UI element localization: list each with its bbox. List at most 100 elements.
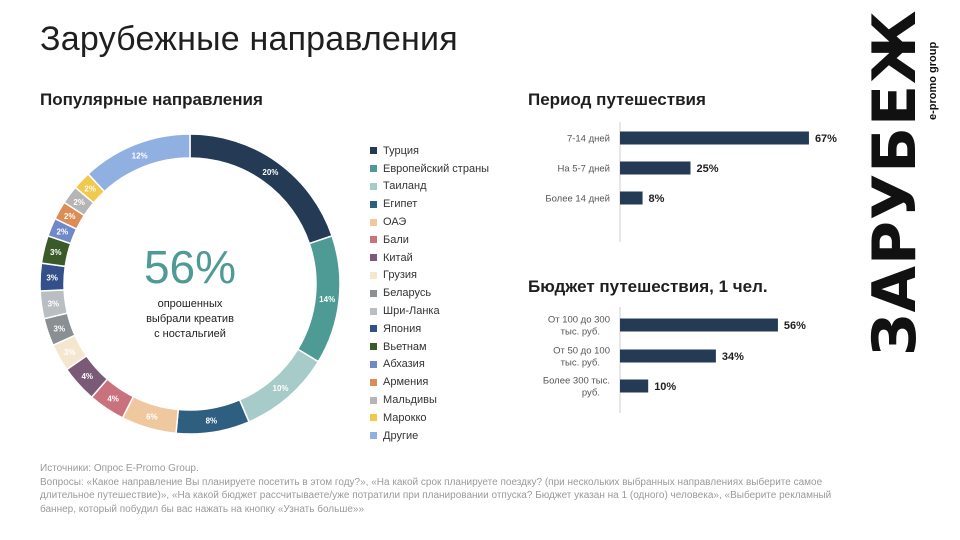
legend-item: Вьетнам (370, 338, 489, 356)
legend-item: Турция (370, 142, 489, 160)
legend-item: Абхазия (370, 356, 489, 374)
bar-category-label: На 5-7 дней (557, 164, 610, 175)
legend-label: Вьетнам (383, 340, 427, 353)
legend-label: Абхазия (383, 358, 425, 371)
legend-label: Таиланд (383, 180, 427, 193)
footer-source: Источники: Опрос E-Promo Group. (40, 463, 199, 474)
legend-label: Турция (383, 144, 419, 157)
donut-slice-label: 12% (132, 152, 148, 161)
legend-label: Марокко (383, 411, 427, 424)
donut-slice-label: 4% (107, 395, 119, 404)
legend-label: Египет (383, 198, 418, 211)
legend-swatch (370, 271, 377, 279)
donut-chart: 20% 14% 10% 8% 6% 4% 4% 3% 3% 3% 3% 3% 2% 2% 2% 2% 12% (40, 134, 340, 434)
legend-swatch (370, 414, 377, 422)
legend-swatch (370, 147, 377, 155)
donut-slice-label: 14% (319, 295, 335, 304)
center-value: 56% (143, 241, 237, 293)
legend-item: Беларусь (370, 284, 489, 302)
bar-category-label: От 100 до 300 тыс. руб. (548, 315, 610, 338)
footer-questions: Вопросы: «Какое направление Вы планирует… (40, 476, 832, 515)
budget-bar-chart: 56% От 100 до 300 тыс. руб. 34% От 50 до 100… (543, 307, 806, 413)
legend-label: Китай (383, 251, 413, 264)
legend-item: Египет (370, 195, 489, 213)
center-caption-line: опрошенных (157, 298, 223, 310)
center-caption: опрошенных выбрали креатив с ностальгией (110, 297, 270, 342)
bar (620, 131, 809, 145)
center-caption-line: выбрали креатив (146, 313, 234, 325)
bar-category-label: От 50 до 100 тыс. руб. (553, 346, 610, 369)
bar-value-label: 8% (649, 193, 665, 205)
bar-value-label: 25% (697, 163, 719, 175)
legend-label: Шри-Ланка (383, 305, 440, 318)
donut-slice-label: 2% (84, 185, 96, 194)
donut-slice-label: 8% (206, 416, 218, 425)
legend-swatch (370, 432, 377, 440)
legend-label: Япония (383, 322, 422, 335)
donut-slice-label: 3% (64, 348, 76, 357)
bar-value-label: 10% (654, 381, 676, 393)
bar-category-label: Более 300 тыс. руб. (543, 376, 610, 399)
legend-swatch (370, 360, 377, 368)
legend-item: Европейский страны (370, 160, 489, 178)
bar (620, 318, 778, 332)
legend-label: Армения (383, 376, 429, 389)
legend-swatch (370, 165, 377, 173)
legend-swatch (370, 236, 377, 244)
bar-category-label: Более 14 дней (545, 194, 610, 205)
legend-item: Шри-Ланка (370, 302, 489, 320)
budget-subtitle: Бюджет путешествия, 1 чел. (528, 277, 768, 296)
legend-swatch (370, 289, 377, 297)
legend-label: Грузия (383, 269, 417, 282)
legend-label: Другие (383, 429, 419, 442)
legend-item: Мальдивы (370, 391, 489, 409)
legend-swatch (370, 254, 377, 262)
donut-slice-label: 2% (73, 198, 85, 207)
legend-swatch (370, 200, 377, 208)
legend-item: Марокко (370, 409, 489, 427)
donut-slice-label: 3% (54, 324, 66, 333)
legend-swatch (370, 378, 377, 386)
legend-item: Другие (370, 427, 489, 445)
legend-swatch (370, 182, 377, 190)
period-subtitle: Период путешествия (528, 90, 706, 109)
bar (620, 191, 643, 205)
legend-label: ОАЭ (383, 216, 407, 229)
donut-slice-label: 2% (57, 228, 69, 237)
bar (620, 161, 691, 175)
legend-label: Европейский страны (383, 162, 490, 175)
donut-slice (189, 134, 334, 245)
brand-sub-text: e-promo group (927, 41, 939, 120)
donut-slice-label: 2% (64, 212, 76, 221)
donut-slice-label: 10% (273, 384, 289, 393)
legend-swatch (370, 307, 377, 315)
legend-item: Грузия (370, 267, 489, 285)
legend-label: Бали (383, 233, 409, 246)
brand-main-text: ЗАРУБЕЖ (860, 9, 930, 356)
donut-legend: Турция Европейский страны Таиланд Египет ОАЭ… (370, 142, 489, 445)
donut-slice-label: 3% (46, 274, 58, 283)
bar-value-label: 56% (784, 320, 806, 332)
brand-logo: ЗАРУБЕЖ e-promo group (860, 9, 939, 356)
legend-item: Армения (370, 373, 489, 391)
footer-notes: Источники: Опрос E-Promo Group. Вопросы:… (40, 462, 860, 516)
page-title: Зарубежные направления (40, 20, 458, 58)
legend-swatch (370, 396, 377, 404)
period-bar-chart: 67% 7-14 дней 25% На 5-7 дней 8% Более 14 дне… (545, 122, 837, 242)
legend-swatch (370, 218, 377, 226)
donut-slice-label: 3% (50, 248, 62, 257)
bar (620, 349, 716, 363)
legend-swatch (370, 343, 377, 351)
legend-label: Мальдивы (383, 394, 437, 407)
donut-slice-label: 4% (81, 372, 93, 381)
donut-slice-label: 20% (262, 168, 278, 177)
donut-slice-label: 6% (146, 413, 158, 422)
bar-category-label: 7-14 дней (567, 134, 610, 145)
legend-item: ОАЭ (370, 213, 489, 231)
legend-label: Беларусь (383, 287, 432, 300)
donut-slice (87, 134, 191, 193)
legend-item: Япония (370, 320, 489, 338)
bar (620, 379, 649, 393)
legend-swatch (370, 325, 377, 333)
bar-value-label: 67% (815, 133, 837, 145)
